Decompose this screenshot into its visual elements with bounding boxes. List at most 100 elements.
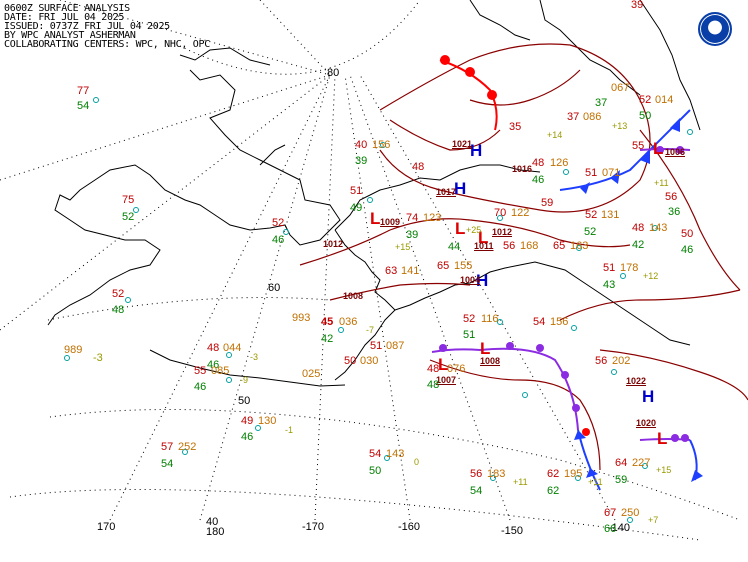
tendency-value: +11 bbox=[513, 477, 528, 487]
meridian-w2 bbox=[0, 74, 331, 331]
station-temp: 77 bbox=[77, 85, 90, 97]
isobar-1016-b bbox=[559, 289, 741, 321]
occlusion-symbol bbox=[536, 344, 544, 352]
station-pressure: 989 bbox=[64, 344, 83, 356]
tendency-value: -7 bbox=[366, 325, 375, 335]
station-pressure: 130 bbox=[258, 415, 277, 427]
station-pressure: 087 bbox=[386, 340, 405, 352]
tendency-value: -3 bbox=[250, 352, 259, 362]
low-center-marker: L bbox=[370, 209, 381, 228]
lat-circle-40 bbox=[9, 489, 701, 541]
station-pressure: 025 bbox=[302, 368, 321, 380]
station-temp: 59 bbox=[541, 197, 554, 209]
station-pressure: 155 bbox=[454, 260, 473, 272]
high-center-value: 1021 bbox=[452, 139, 473, 149]
station-dewpoint: 36 bbox=[668, 206, 681, 218]
lon-label-180: 180 bbox=[206, 526, 225, 538]
low-center-value: 1006 bbox=[665, 147, 686, 157]
station-temp: 51 bbox=[585, 167, 598, 179]
high-center-value: 1004 bbox=[460, 275, 481, 285]
station-pressure: 116 bbox=[481, 313, 499, 325]
station-pressure: 250 bbox=[621, 507, 640, 519]
low-center-value: 1011 bbox=[474, 241, 494, 251]
low-center-value: 1012 bbox=[492, 227, 513, 237]
cold-front-triangle bbox=[574, 430, 586, 440]
coast-alaska-west bbox=[334, 229, 396, 381]
station-dewpoint: 52 bbox=[122, 211, 135, 223]
cold-front-triangle bbox=[670, 118, 680, 132]
station-dewpoint: 50 bbox=[639, 110, 652, 122]
occluded-front-west bbox=[431, 348, 481, 353]
station-temp: 52 bbox=[585, 209, 598, 221]
station-dewpoint: 42 bbox=[632, 239, 645, 251]
meridian-n2 bbox=[259, 0, 331, 76]
occlusion-symbol bbox=[561, 371, 569, 379]
meridian-m170 bbox=[314, 74, 336, 521]
lon-label-m140: -140 bbox=[608, 522, 631, 534]
station-temp: 48 bbox=[532, 157, 545, 169]
isobar-label: 1012 bbox=[323, 239, 344, 249]
lon-label-m160: -160 bbox=[398, 521, 421, 533]
occlusion-symbol bbox=[506, 342, 514, 350]
station-temp: 65 bbox=[437, 260, 450, 272]
station-temp: 54 bbox=[369, 448, 382, 460]
station-pressure: 195 bbox=[564, 468, 583, 480]
station-pressure: 252 bbox=[178, 441, 197, 453]
isobars bbox=[299, 43, 748, 471]
header-issued: ISSUED: 0737Z FRI JUL 04 2025 bbox=[4, 21, 170, 32]
station-dewpoint: 50 bbox=[369, 465, 382, 477]
station-temp: 56 bbox=[470, 468, 483, 480]
station-dewpoint: 46 bbox=[207, 359, 220, 371]
station-pressure: 183 bbox=[487, 468, 506, 480]
coast-canada-arctic bbox=[539, 0, 641, 96]
station-temp: 75 bbox=[122, 194, 135, 206]
station-pressure: 044 bbox=[223, 342, 242, 354]
low-center-marker: L bbox=[478, 228, 489, 247]
station-temp: 37 bbox=[567, 111, 580, 123]
station-temp: 62 bbox=[547, 468, 560, 480]
isobar-label: 1008 bbox=[343, 291, 364, 301]
meridian-n1 bbox=[59, 0, 331, 76]
station-dewpoint: 44 bbox=[448, 241, 461, 253]
lon-label-m170: -170 bbox=[302, 521, 325, 533]
header-analyst: BY WPC ANALYST ASHERMAN bbox=[4, 30, 136, 41]
station-markers bbox=[64, 97, 693, 523]
lat-label-60: 60 bbox=[268, 282, 281, 294]
noaa-logo-icon bbox=[698, 12, 732, 46]
high-center-marker: H bbox=[470, 141, 483, 160]
tendency-value: +12 bbox=[643, 271, 659, 281]
coast-north-siberia bbox=[179, 47, 271, 66]
tendency-value: +11 bbox=[588, 477, 603, 487]
station-dewpoint: 54 bbox=[77, 100, 90, 112]
station-temp: 45 bbox=[321, 316, 334, 328]
tendency-value: 0 bbox=[414, 457, 420, 467]
station-temp: 48 bbox=[207, 342, 220, 354]
station-dewpoint: 39 bbox=[406, 229, 419, 241]
low-center-value: 1007 bbox=[436, 375, 457, 385]
occlusion-symbol bbox=[656, 146, 664, 154]
station-temp: 67 bbox=[604, 507, 617, 519]
tendency-value: -1 bbox=[285, 425, 294, 435]
coast-chukotka bbox=[47, 69, 341, 326]
isobar-1020 bbox=[599, 349, 748, 401]
station-pressure: 163 bbox=[570, 240, 589, 252]
station-pressure: 036 bbox=[339, 316, 358, 328]
tendency-value: +14 bbox=[547, 130, 563, 140]
occlusion-symbol bbox=[681, 434, 689, 442]
coast-islands bbox=[469, 0, 531, 41]
station-pressure: 143 bbox=[386, 448, 405, 460]
station-dewpoint: 46 bbox=[532, 174, 545, 186]
station-dewpoint: 42 bbox=[321, 333, 334, 345]
station-dewpoint: 48 bbox=[112, 304, 125, 316]
station-temp: 51 bbox=[370, 340, 383, 352]
low-center-value: 1009 bbox=[380, 217, 401, 227]
station-temp: 35 bbox=[509, 121, 522, 133]
occlusion-symbol bbox=[439, 344, 447, 352]
cold-front-triangle bbox=[640, 150, 650, 164]
lat-circle-80 bbox=[179, 0, 421, 75]
station-temp: 48 bbox=[632, 222, 645, 234]
station-dewpoint: 62 bbox=[547, 485, 560, 497]
warm-front-semicircle bbox=[582, 428, 590, 436]
low-center-value: 1008 bbox=[480, 356, 501, 366]
